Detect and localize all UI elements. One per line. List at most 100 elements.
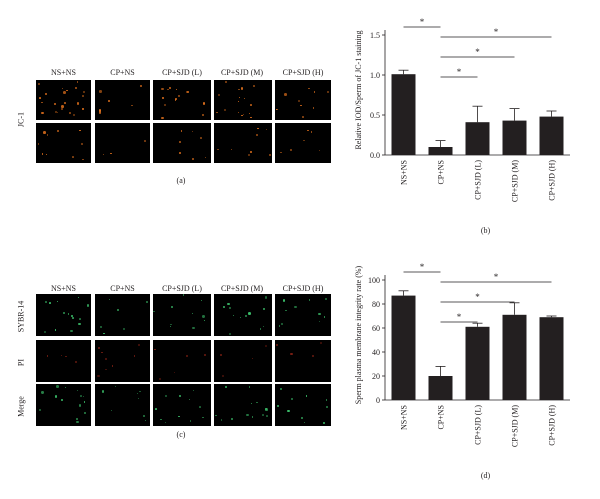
panel-c-col-label: NS+NS — [51, 284, 76, 293]
stained-cell — [243, 97, 246, 100]
bar — [502, 314, 527, 400]
micrograph-image — [214, 294, 272, 336]
stained-cell — [64, 102, 66, 104]
stained-cell — [122, 327, 125, 330]
significance-star: * — [475, 47, 480, 57]
stained-cell — [178, 95, 180, 97]
stained-cell — [169, 326, 171, 328]
stained-cell — [204, 156, 207, 159]
stained-cell — [105, 368, 107, 370]
panel-c-col-label: CP+NS — [110, 284, 135, 293]
stained-cell — [259, 328, 262, 331]
panel-c-row-label: SYBR-14 — [16, 300, 26, 333]
stained-cell — [277, 404, 280, 407]
stained-cell — [240, 87, 244, 90]
stained-cell — [217, 148, 219, 151]
micrograph-image — [214, 80, 272, 120]
stained-cell — [186, 90, 189, 94]
stained-cell — [41, 153, 44, 155]
stained-cell — [55, 395, 58, 398]
stained-cell — [99, 325, 103, 329]
stained-cell — [67, 313, 70, 315]
stained-cell — [137, 397, 139, 400]
stained-cell — [242, 113, 245, 116]
stained-cell — [39, 97, 41, 99]
stained-cell — [177, 415, 180, 418]
micrograph-image — [153, 384, 211, 426]
stained-cell — [324, 298, 327, 301]
stained-cell — [303, 140, 305, 142]
bar — [539, 116, 564, 155]
stained-cell — [203, 354, 206, 357]
stained-cell — [174, 98, 177, 101]
x-tick-label: CP+SJD (M) — [511, 405, 520, 447]
stained-cell — [107, 99, 111, 103]
stained-cell — [62, 91, 66, 94]
micrograph-image — [275, 384, 331, 426]
micrograph-image — [275, 123, 331, 163]
stained-cell — [249, 150, 253, 154]
stained-cell — [161, 116, 164, 120]
stained-cell — [55, 110, 58, 114]
stained-cell — [261, 414, 264, 416]
stained-cell — [221, 419, 223, 421]
stained-cell — [80, 143, 84, 146]
stained-cell — [325, 406, 328, 408]
stained-cell — [154, 348, 157, 351]
stained-cell — [79, 318, 81, 321]
stained-cell — [305, 395, 308, 397]
stained-cell — [72, 316, 74, 319]
panel-c-col-label: CP+SJD (M) — [220, 284, 264, 293]
x-tick-label: NS+NS — [400, 405, 409, 430]
micrograph-image — [275, 294, 331, 336]
stained-cell — [102, 153, 104, 155]
stained-cell — [82, 395, 84, 398]
stained-cell — [56, 130, 59, 133]
stained-cell — [303, 422, 305, 424]
micrograph-image — [95, 294, 150, 336]
micrograph-image — [36, 340, 91, 382]
micrograph-image — [214, 123, 272, 163]
stained-cell — [171, 305, 174, 308]
y-tick-label: 1.5 — [370, 31, 380, 40]
y-axis-label: Sperm plasma membrane integrity rate (%) — [354, 265, 363, 404]
stained-cell — [266, 415, 269, 418]
y-axis-label: Relative IOD/Sperm of JC-1 staining — [354, 30, 363, 149]
stained-cell — [265, 345, 268, 348]
panel-c-col-label: CP+SJD (L) — [162, 284, 202, 293]
stained-cell — [238, 96, 241, 99]
stained-cell — [202, 416, 204, 418]
stained-cell — [38, 408, 41, 411]
stained-cell — [248, 312, 251, 315]
stained-cell — [192, 389, 194, 391]
panel-a-col-label: CP+NS — [110, 68, 135, 77]
panel-c-row-label: Merge — [16, 396, 26, 417]
micrograph-image — [153, 340, 211, 382]
stained-cell — [237, 112, 239, 114]
micrograph-image — [275, 80, 331, 120]
stained-cell — [192, 313, 194, 315]
stained-cell — [280, 151, 282, 153]
stained-cell — [41, 101, 43, 104]
bar — [465, 326, 490, 400]
stained-cell — [65, 356, 67, 358]
stained-cell — [57, 112, 59, 114]
stained-cell — [239, 316, 242, 319]
stained-cell — [179, 151, 182, 154]
stained-cell — [199, 136, 202, 139]
stained-cell — [231, 149, 233, 151]
significance-star: * — [475, 292, 480, 302]
stained-cell — [278, 325, 281, 327]
stained-cell — [199, 406, 201, 408]
stained-cell — [70, 314, 74, 317]
stained-cell — [43, 330, 46, 333]
y-tick-label: 20 — [372, 372, 380, 381]
stained-cell — [318, 313, 321, 316]
panel-a-col-label: CP+SJD (L) — [162, 68, 202, 77]
stained-cell — [224, 80, 227, 83]
stained-cell — [224, 385, 227, 388]
micrograph-image — [36, 80, 91, 120]
stained-cell — [302, 115, 305, 118]
stained-cell — [154, 408, 157, 410]
stained-cell — [249, 112, 251, 114]
